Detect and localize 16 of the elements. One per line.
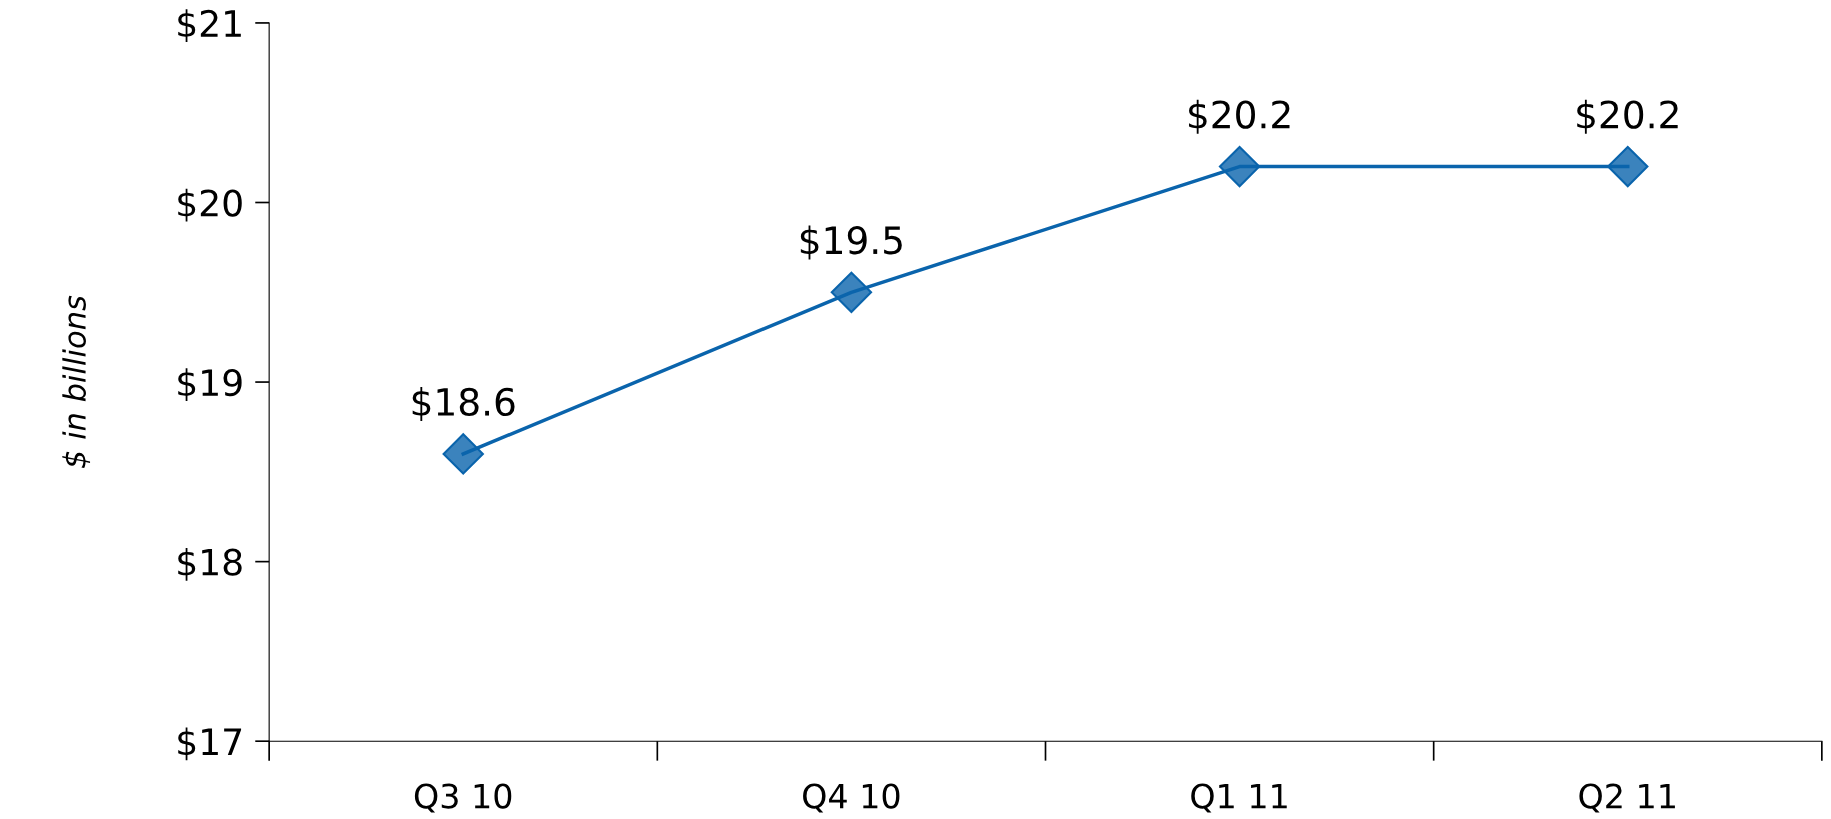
point [1607,145,1649,188]
x-tick-label: Q1 11 [1191,783,1287,813]
point [442,433,484,475]
y-tick-label: $18 [178,547,242,581]
data-label: $18.6 [412,387,515,422]
y-tick-label: $17 [178,727,242,761]
x-tick-label: Q2 11 [1579,783,1675,813]
data-label: $20.2 [1577,99,1678,134]
y-tick-label: $21 [178,9,241,42]
data-label: $20.2 [1189,99,1290,134]
y-axis-title: $ in billions [62,295,91,469]
data-label: $19.5 [800,225,902,260]
y-tick-label: $20 [178,188,242,222]
x-tick-label: Q3 10 [414,783,512,813]
y-tick-label: $19 [178,368,242,402]
x-tick-label: Q4 10 [803,783,900,813]
